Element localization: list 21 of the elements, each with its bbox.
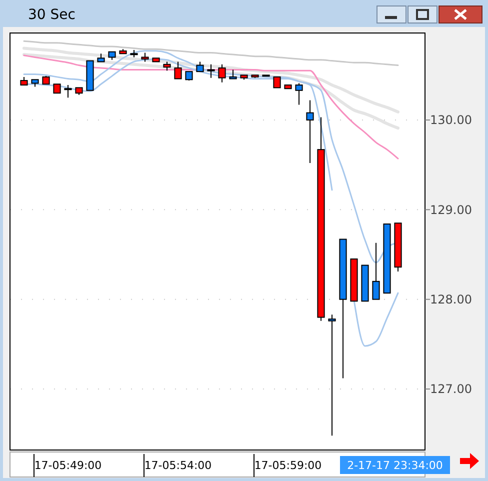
candlestick <box>218 64 226 83</box>
x-tick-label: 17-05:49:00 <box>34 459 102 472</box>
candlestick <box>174 61 182 80</box>
y-tick-label: 129.00 <box>430 202 472 217</box>
candlestick <box>207 64 215 78</box>
x-tick-label: 17-05:54:00 <box>144 459 212 472</box>
chart-title: 30 Sec <box>28 7 76 23</box>
y-tick-label: 127.00 <box>430 382 472 396</box>
y-tick-label: 128.00 <box>430 292 472 307</box>
candlestick <box>196 61 204 72</box>
candlestick <box>328 314 336 436</box>
candlestick <box>64 84 72 98</box>
candlestick <box>372 242 380 300</box>
x-tick-label: 17-05:59:00 <box>254 459 322 472</box>
y-tick-label: 130.00 <box>430 113 472 128</box>
candlestick <box>295 82 303 106</box>
line-series <box>23 54 399 160</box>
candlestick <box>306 100 314 164</box>
line-series <box>23 40 399 66</box>
text: 2-17-17 23:34:00 <box>347 459 443 472</box>
candlestick <box>273 76 281 88</box>
